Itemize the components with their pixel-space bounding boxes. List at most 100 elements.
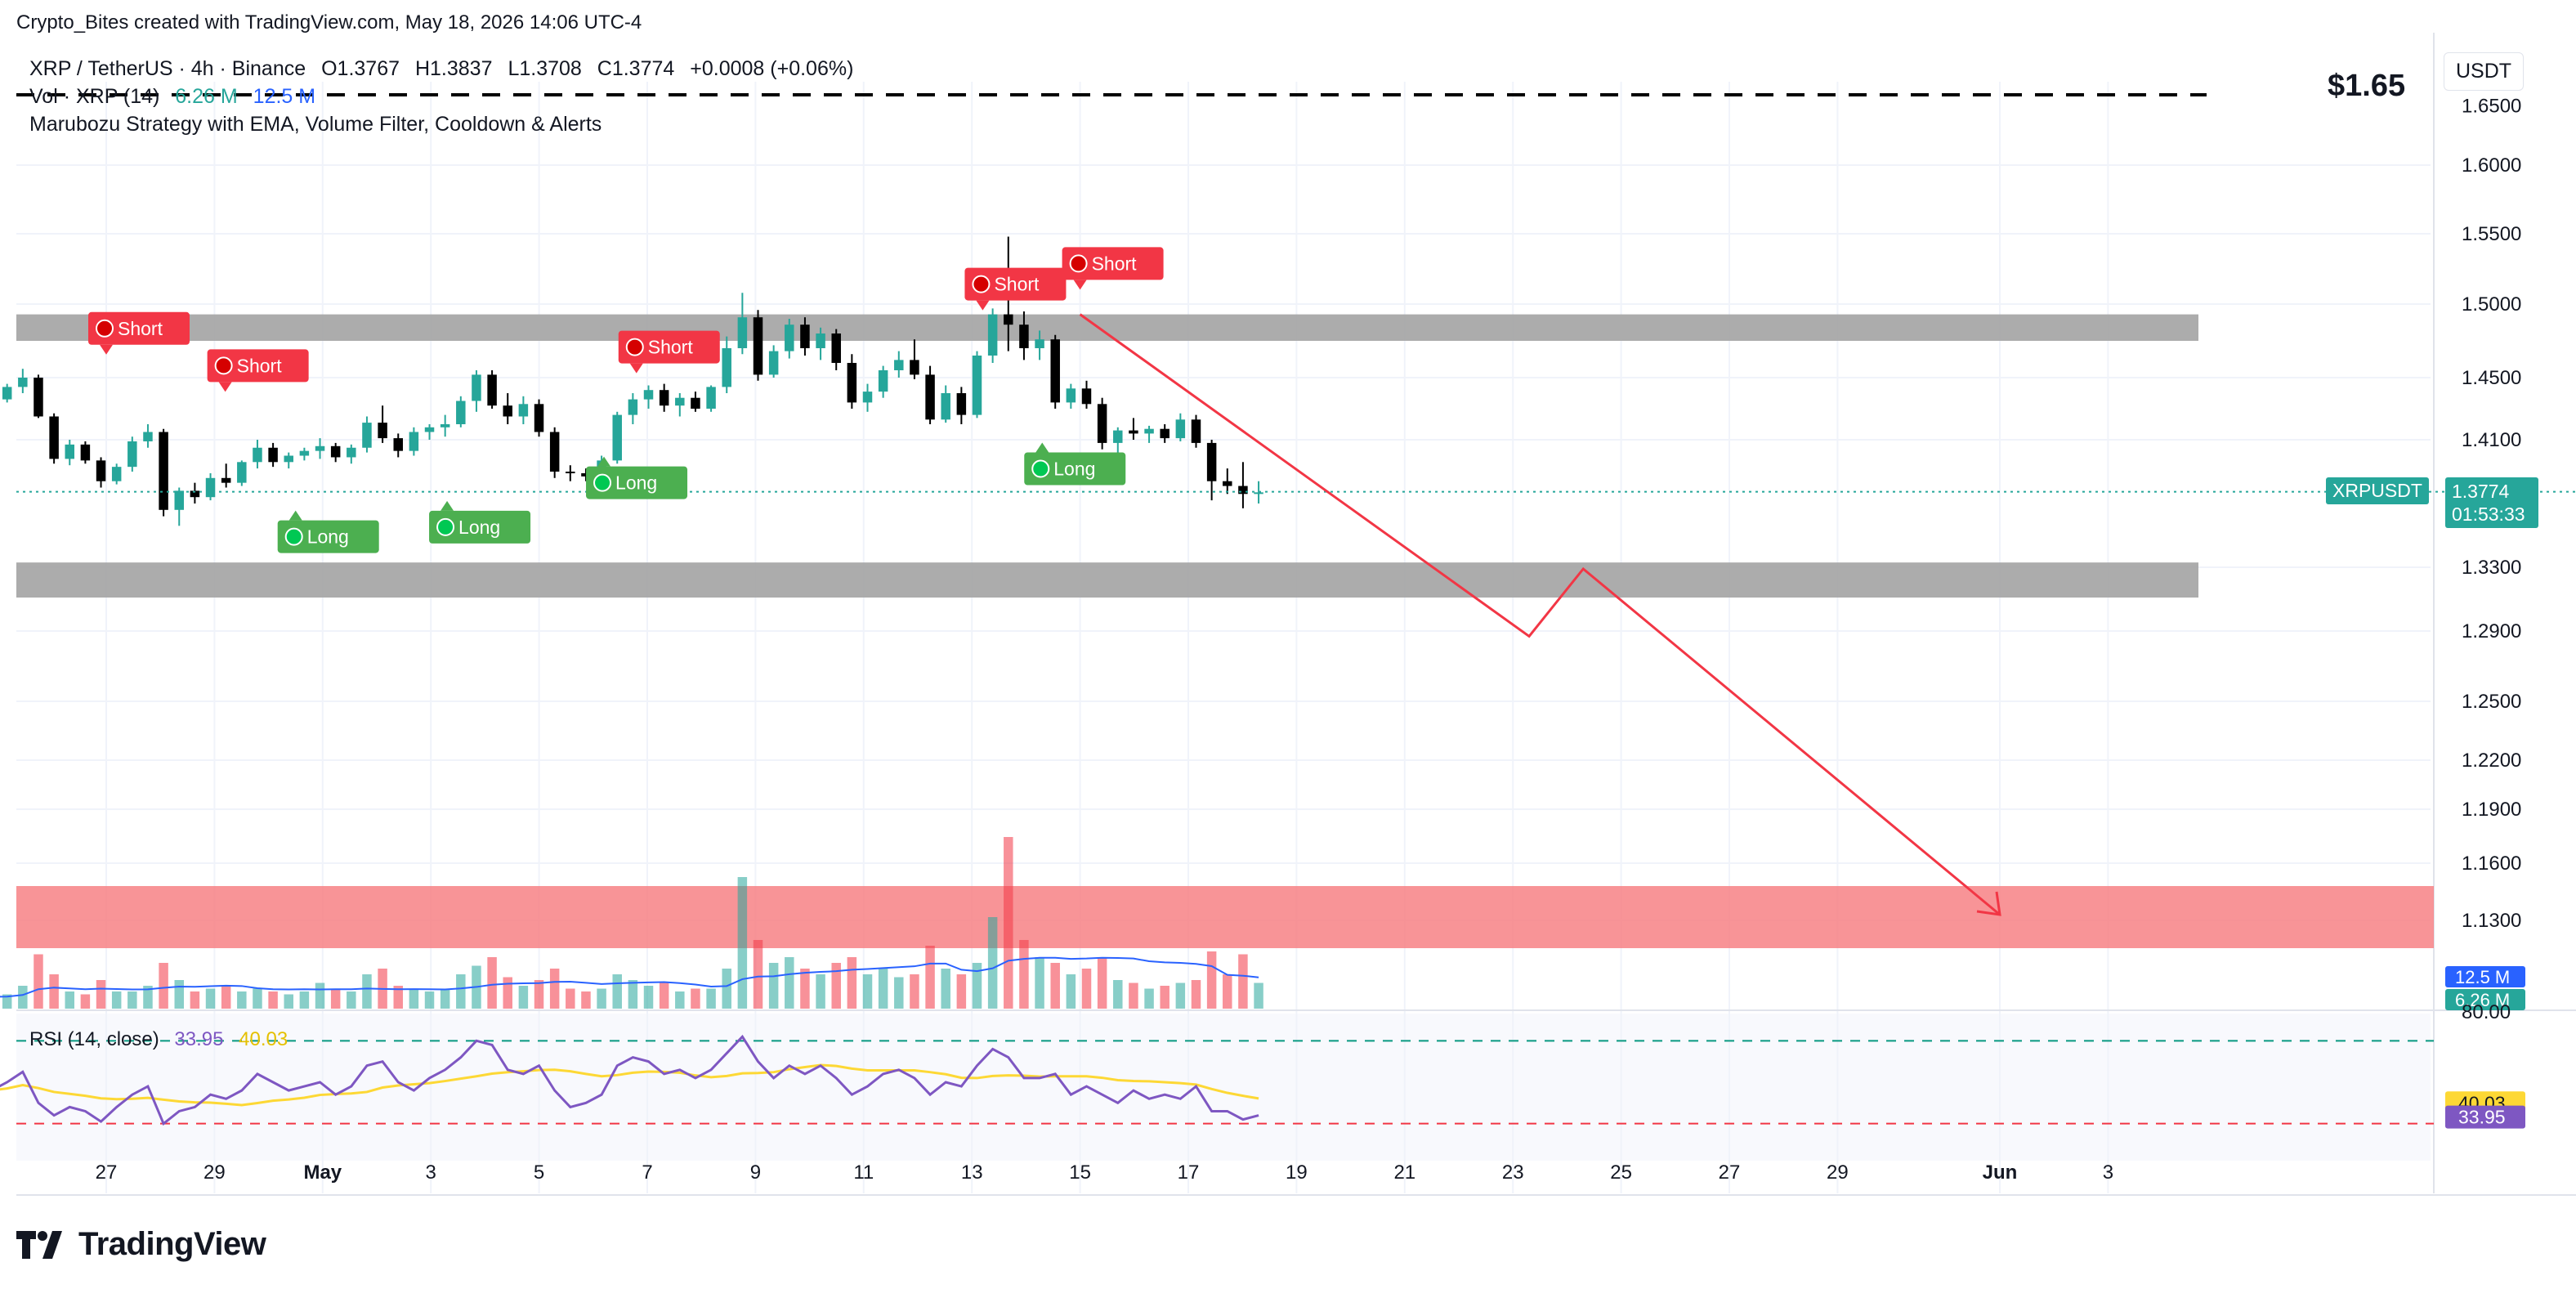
- signal-pointer: [441, 500, 454, 511]
- short-signal: Short: [207, 349, 309, 392]
- volume-bar: [737, 877, 748, 1009]
- date-tick-label: 17: [1178, 1161, 1200, 1184]
- volume-bar: [127, 991, 137, 1009]
- volume-bar: [816, 974, 825, 1009]
- volume-bar: [691, 988, 700, 1009]
- volume-badge: [2445, 989, 2525, 1010]
- strategy-legend[interactable]: Marubozu Strategy with EMA, Volume Filte…: [29, 113, 602, 136]
- volume-bar: [659, 982, 669, 1009]
- volume-bar: [1050, 963, 1060, 1009]
- signal-box: [429, 510, 531, 544]
- volume-bar: [268, 991, 278, 1009]
- candle-body: [549, 432, 560, 472]
- candle-body: [284, 455, 293, 463]
- candle-body: [534, 404, 544, 432]
- candle-body: [1081, 388, 1092, 405]
- target-price-label: $1.65: [2328, 69, 2406, 103]
- volume-bar: [566, 988, 575, 1009]
- volume-bar: [831, 963, 841, 1009]
- volume-label: Vol · XRP (14): [29, 85, 160, 108]
- volume-bar: [1206, 951, 1217, 1009]
- volume-bar: [534, 980, 544, 1009]
- volume-bar: [753, 940, 763, 1009]
- bar-countdown: 01:53:33: [2452, 504, 2525, 525]
- candle-body: [691, 397, 700, 409]
- volume-bar: [96, 980, 106, 1009]
- volume-bar: [987, 917, 998, 1009]
- rsi-axis-label: 80.00: [2462, 1001, 2511, 1023]
- signal-label: Short: [237, 355, 283, 376]
- signal-box: [586, 466, 688, 499]
- price-tick-label: 1.6000: [2462, 154, 2521, 177]
- candle-body: [1129, 430, 1138, 434]
- volume-bar: [315, 982, 325, 1009]
- volume-bar: [34, 954, 43, 1009]
- long-signal: Long: [1024, 442, 1126, 486]
- volume-ma-badge-text: 12.5 M: [2455, 967, 2510, 987]
- date-tick-label: 9: [750, 1161, 761, 1184]
- projection-arrowhead: [1976, 891, 2001, 916]
- date-tick-label: 23: [1502, 1161, 1524, 1184]
- candle-body: [925, 374, 935, 420]
- symbol-legend[interactable]: XRP / TetherUS · 4h · Binance O1.3767 H1…: [29, 57, 863, 81]
- candle-body: [96, 460, 106, 481]
- volume-bar: [1175, 982, 1186, 1009]
- ohlc-open: O1.3767: [321, 57, 400, 80]
- candle-body: [816, 333, 825, 348]
- date-tick-label: 21: [1393, 1161, 1415, 1184]
- signal-pointer: [976, 300, 990, 311]
- currency-button[interactable]: USDT: [2444, 52, 2525, 91]
- signal-dot-icon: [436, 517, 455, 536]
- candle-body: [299, 450, 310, 456]
- price-tick-label: 1.4500: [2462, 367, 2521, 389]
- price-tick-label: 1.3300: [2462, 557, 2521, 579]
- date-tick-label: 5: [534, 1161, 544, 1184]
- volume-bar: [785, 957, 794, 1009]
- volume-bar: [190, 991, 200, 1009]
- candle-body: [612, 414, 622, 461]
- volume-bar: [581, 991, 591, 1009]
- candle-body: [1223, 481, 1232, 486]
- volume-bar: [205, 988, 216, 1009]
- signal-box: [1024, 452, 1126, 486]
- volume-bar: [1254, 982, 1263, 1009]
- date-tick-label: 25: [1610, 1161, 1632, 1184]
- volume-bar: [487, 957, 497, 1009]
- volume-badge-text: 6.26 M: [2455, 990, 2510, 1010]
- volume-bar: [800, 969, 810, 1009]
- candle-body: [1175, 419, 1186, 439]
- projection-arrow: [1079, 313, 2001, 916]
- candle-body: [1066, 388, 1076, 403]
- candle-body: [1254, 492, 1263, 495]
- rsi-legend[interactable]: RSI (14, close) 33.95 40.03: [29, 1028, 297, 1051]
- signal-dot-icon: [284, 527, 303, 546]
- candle-body: [143, 432, 153, 441]
- volume-bar: [878, 969, 888, 1009]
- volume-bar: [159, 963, 168, 1009]
- tradingview-logo[interactable]: TradingView: [16, 1226, 266, 1263]
- candle-body: [487, 374, 497, 406]
- volume-bar: [237, 991, 247, 1009]
- short-signal: Short: [618, 330, 720, 374]
- volume-bar: [518, 986, 529, 1009]
- candle-body: [80, 444, 91, 461]
- candle-body: [737, 317, 748, 348]
- candle-body: [1160, 428, 1169, 439]
- candle-body: [18, 378, 28, 387]
- last-price-badge: 1.3774 01:53:33: [2445, 477, 2538, 528]
- volume-bar: [675, 991, 685, 1009]
- volume-bar: [941, 969, 950, 1009]
- date-tick-label: 19: [1286, 1161, 1308, 1184]
- date-tick-label: 3: [426, 1161, 436, 1184]
- signal-dot-icon: [96, 319, 114, 338]
- signal-pointer: [1035, 442, 1049, 453]
- candle-body: [237, 462, 247, 483]
- date-tick-label: 15: [1069, 1161, 1091, 1184]
- candle-body: [1206, 442, 1217, 481]
- volume-legend[interactable]: Vol · XRP (14) 6.26 M 12.5 M: [29, 85, 325, 109]
- candle-body: [393, 438, 403, 451]
- signal-pointer: [218, 382, 232, 392]
- signal-box: [277, 520, 379, 553]
- ohlc-high: H1.3837: [414, 57, 493, 80]
